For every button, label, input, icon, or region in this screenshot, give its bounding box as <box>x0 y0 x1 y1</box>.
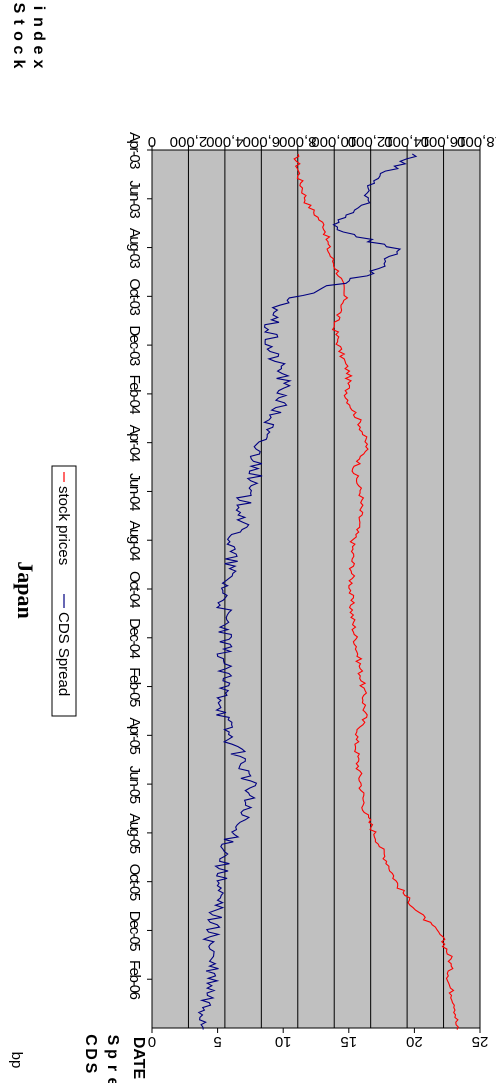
x-axis-title: DATE <box>130 1037 147 1080</box>
legend-label-stock-prices: stock prices <box>55 486 72 565</box>
right-axis-title-char: p <box>104 1049 121 1059</box>
left-tick-group: 0 <box>148 133 156 150</box>
left-axis-tick-label: 8,000 <box>279 133 317 150</box>
left-axis-title-letter: x <box>30 60 47 69</box>
x-axis-tick-label: Apr-05 <box>126 717 143 754</box>
right-axis-title-char: r <box>104 1065 121 1071</box>
left-axis-tick-label: 6,000 <box>243 133 281 150</box>
x-axis-tick-label: Oct-03 <box>126 278 143 315</box>
left-tick-group: 6,000 <box>243 133 281 150</box>
right-axis-title-char: S <box>104 1035 121 1046</box>
right-tick-group: 15 <box>340 1033 357 1050</box>
left-axis-title-letter: S <box>10 3 27 14</box>
left-axis-title-letter: e <box>30 46 47 55</box>
left-tick-group: 12,000 <box>348 133 394 150</box>
series-line-stock-prices <box>293 153 459 1030</box>
x-axis-tick-label: Aug-05 <box>126 813 143 854</box>
right-axis-title-char: D <box>82 1048 99 1060</box>
left-tick-group: 18,000 <box>457 133 496 150</box>
chart-rotated-frame: 0 2,0004,0006,0008,00010,00012,00014,0001… <box>8 3 496 1083</box>
x-axis-tick-label: Feb-05 <box>126 667 143 707</box>
right-axis-tick-label: 5 <box>213 1033 221 1050</box>
right-axis-title-letter: r <box>104 1065 121 1071</box>
left-axis-title-letter: d <box>30 31 47 41</box>
left-axis-tick-label: 10,000 <box>311 133 357 150</box>
legend-box <box>51 465 77 717</box>
right-axis-tick-label: 10 <box>275 1033 292 1050</box>
left-axis-title-char: o <box>10 31 27 41</box>
right-tick-group: 25 <box>472 1033 489 1050</box>
left-axis-tick-label: 2,000 <box>170 133 208 150</box>
right-axis-tick-label: 20 <box>406 1033 423 1050</box>
left-axis-tick-label: 4,000 <box>206 133 244 150</box>
right-axis-title-letter: S <box>82 1063 99 1074</box>
x-axis-tick-label: Feb-04 <box>126 375 143 415</box>
left-axis-title-char: c <box>10 46 27 55</box>
x-axis-tick-label: Jun-04 <box>126 473 143 511</box>
left-axis-title-char: d <box>30 31 47 41</box>
right-axis-title-char: C <box>82 1034 99 1046</box>
left-axis-title-letter: t <box>10 19 27 25</box>
right-tick-group: 5 <box>213 1033 221 1050</box>
x-axis-tick-label: Jun-03 <box>126 180 143 218</box>
left-axis-title-letter: o <box>10 31 27 41</box>
right-axis-title-letter: e <box>104 1078 121 1083</box>
x-axis-tick-label: Dec-05 <box>126 911 143 952</box>
right-axis-unit: bp <box>8 1052 25 1069</box>
left-axis-tick-label: 12,000 <box>348 133 394 150</box>
x-axis-tick-label: Oct-05 <box>126 864 143 901</box>
right-axis-title-char: e <box>104 1078 121 1083</box>
left-axis-title-letter: c <box>10 46 27 55</box>
left-tick-group: 4,000 <box>206 133 244 150</box>
left-axis-title-char: n <box>30 17 47 27</box>
right-axis-tick-label: 0 <box>148 1033 156 1050</box>
right-axis-tick-label: 15 <box>340 1033 357 1050</box>
left-axis-tick-label: 0 <box>148 133 156 150</box>
left-axis-title-char: S <box>10 3 27 14</box>
right-axis-title-letter: S <box>104 1035 121 1046</box>
right-tick-group: 10 <box>275 1033 292 1050</box>
left-axis-title-char: e <box>30 46 47 55</box>
right-axis-title-letter: D <box>82 1048 99 1060</box>
left-axis-title-char: t <box>10 19 27 25</box>
series-line-cds-spread <box>197 153 418 1030</box>
right-axis-title-letter: C <box>82 1034 99 1046</box>
right-tick-group: 0 <box>148 1033 156 1050</box>
left-axis-tick-label: 14,000 <box>384 133 430 150</box>
x-axis-tick-label: Dec-03 <box>126 325 143 366</box>
right-tick-group: 20 <box>406 1033 423 1050</box>
left-axis-tick-label: 16,000 <box>421 133 467 150</box>
plot-area <box>151 149 481 1029</box>
x-axis-tick-label: Oct-04 <box>126 571 143 608</box>
chart-title: Japan <box>13 561 38 618</box>
x-axis-tick-label: Apr-04 <box>126 425 143 462</box>
left-axis-tick-label: 18,000 <box>457 133 496 150</box>
left-axis-title-char: i <box>30 6 47 10</box>
left-tick-group: 8,000 <box>279 133 317 150</box>
right-axis-tick-label: 25 <box>472 1033 489 1050</box>
left-tick-group: 14,000 <box>384 133 430 150</box>
x-axis-tick-label: Dec-04 <box>126 618 143 659</box>
right-axis-title-letter: p <box>104 1049 121 1059</box>
x-axis-tick-label: Apr-03 <box>126 132 143 169</box>
left-tick-group: 2,000 <box>170 133 208 150</box>
left-axis-title-letter: k <box>10 60 27 69</box>
x-axis-tick-label: Aug-04 <box>126 521 143 562</box>
right-axis-title-char: S <box>82 1063 99 1074</box>
x-axis-tick-label: Feb-06 <box>126 960 143 1000</box>
legend-label-cds-spread: CDS Spread <box>55 612 72 696</box>
left-axis-title-letter: i <box>30 6 47 10</box>
x-axis-tick-label: Jun-05 <box>126 766 143 804</box>
left-tick-group: 10,000 <box>311 133 357 150</box>
left-axis-title-char: k <box>10 60 27 69</box>
left-axis-title-char: x <box>30 60 47 69</box>
left-axis-title-letter: n <box>30 17 47 27</box>
left-tick-group: 16,000 <box>421 133 467 150</box>
x-axis-tick-label: Aug-03 <box>126 228 143 269</box>
